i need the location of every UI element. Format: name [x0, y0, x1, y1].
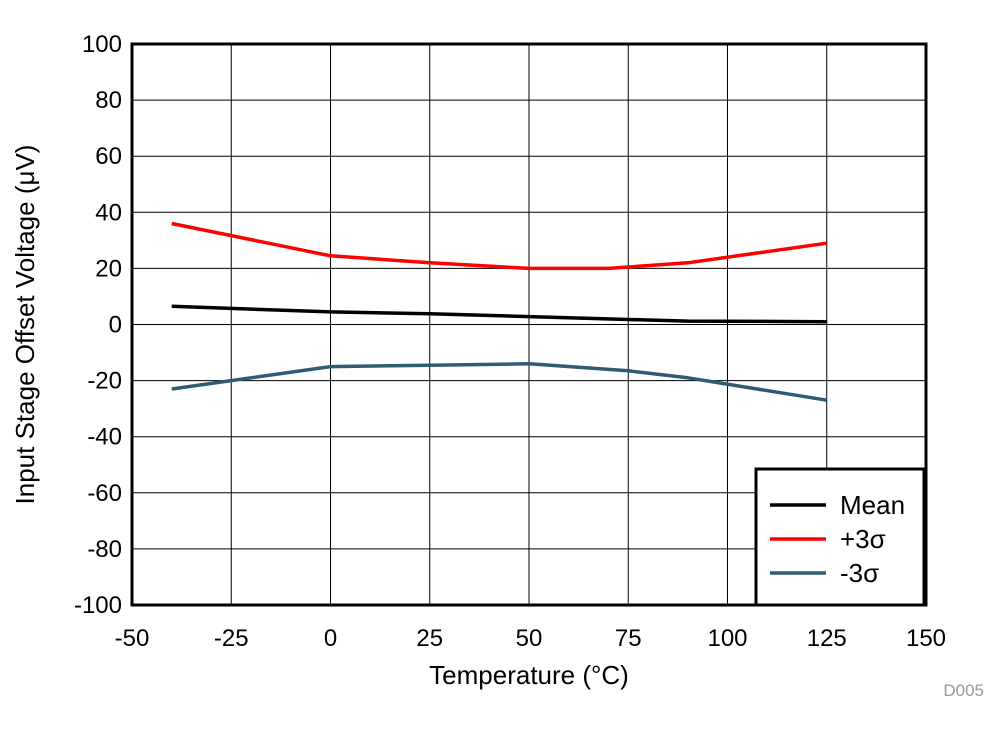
x-tick-label: 25 — [416, 625, 443, 652]
y-tick-label: 40 — [95, 199, 122, 226]
y-axis-title: Input Stage Offset Voltage (μV) — [10, 145, 40, 505]
y-tick-label: -40 — [87, 424, 122, 451]
legend-label-2: -3σ — [840, 558, 879, 588]
legend-box — [754, 467, 926, 607]
y-tick-label: -20 — [87, 368, 122, 395]
grid — [132, 44, 926, 605]
y-tick-label: 80 — [95, 87, 122, 114]
y-tick-label: -60 — [87, 480, 122, 507]
legend-label-1: +3σ — [840, 524, 886, 554]
x-tick-label: -50 — [115, 625, 150, 652]
y-tick-label: -80 — [87, 536, 122, 563]
x-tick-label: -25 — [214, 625, 249, 652]
figure-id: D005 — [943, 681, 984, 700]
y-tick-label: 20 — [95, 255, 122, 282]
x-axis-title: Temperature (°C) — [429, 660, 629, 690]
series-line-2 — [171, 362, 828, 402]
series-lines — [171, 221, 828, 402]
x-tick-label: 50 — [516, 625, 543, 652]
legend: Mean +3σ -3σ — [754, 467, 926, 607]
x-tick-label: 75 — [615, 625, 642, 652]
plot-frame — [130, 42, 928, 607]
y-tick-label: -100 — [74, 592, 122, 619]
series-line-0 — [171, 304, 827, 324]
x-axis-ticks: -50 -25 0 25 50 75 100 125 150 — [115, 625, 946, 652]
series-line-1 — [171, 221, 828, 271]
y-tick-label: 100 — [82, 31, 122, 58]
y-axis-ticks: 100 80 60 40 20 0 -20 -40 -60 -80 -100 — [74, 31, 122, 619]
x-tick-label: 125 — [807, 625, 847, 652]
x-tick-label: 0 — [324, 625, 337, 652]
legend-label-0: Mean — [840, 490, 905, 520]
x-tick-label: 100 — [707, 625, 747, 652]
y-tick-label: 60 — [95, 143, 122, 170]
x-tick-label: 150 — [906, 625, 946, 652]
y-tick-label: 0 — [109, 312, 122, 339]
